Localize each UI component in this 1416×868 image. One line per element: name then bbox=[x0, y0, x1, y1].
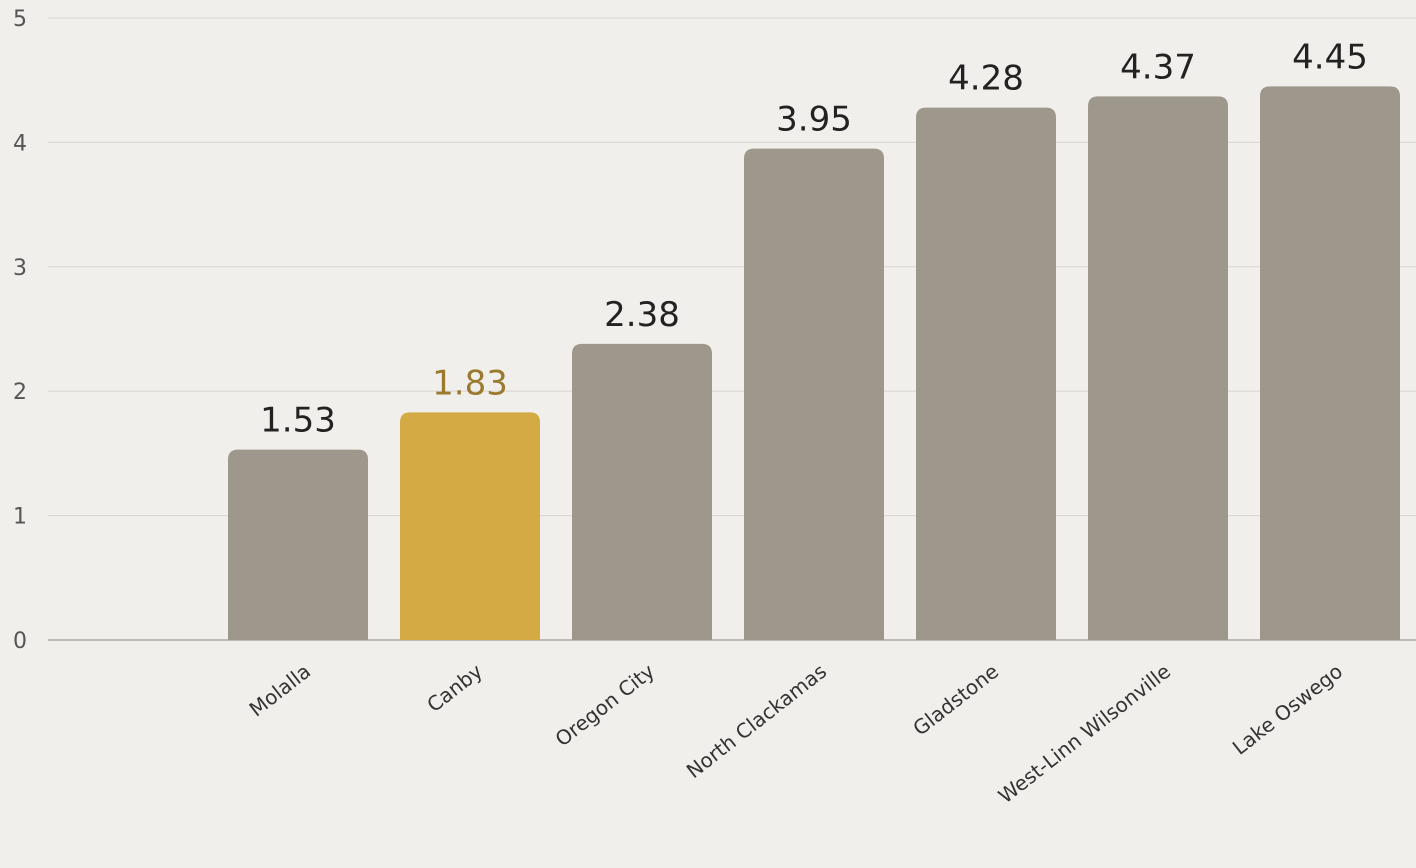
x-tick-label: West-Linn Wilsonville bbox=[994, 659, 1175, 808]
bar-north-clackamas bbox=[744, 148, 884, 640]
bar-lake-oswego bbox=[1260, 86, 1400, 641]
bar-value-label: 3.95 bbox=[776, 100, 852, 140]
y-axis-ticks: 0 1 2 3 4 5 bbox=[13, 7, 27, 654]
bar-value-label: 4.45 bbox=[1292, 37, 1368, 77]
x-tick-label: North Clackamas bbox=[682, 659, 831, 783]
x-axis-labels: Molalla Canby Oregon City North Clackamas Gl… bbox=[245, 659, 1347, 808]
bars bbox=[228, 86, 1400, 641]
value-labels: 1.53 1.83 2.38 3.95 4.28 4.37 4.45 bbox=[260, 37, 1368, 440]
y-tick-label: 4 bbox=[13, 131, 27, 156]
y-tick-label: 1 bbox=[13, 505, 27, 530]
bar-value-label: 2.38 bbox=[604, 295, 680, 335]
y-tick-label: 2 bbox=[13, 380, 27, 405]
bar-value-label: 4.37 bbox=[1120, 47, 1196, 87]
y-tick-label: 3 bbox=[13, 256, 27, 281]
bar-value-label: 4.28 bbox=[948, 59, 1024, 99]
bar-oregon-city bbox=[572, 343, 712, 640]
bar-value-label: 1.53 bbox=[260, 401, 336, 441]
x-tick-label: Oregon City bbox=[551, 659, 660, 751]
x-tick-label: Canby bbox=[422, 659, 487, 717]
x-tick-label: Gladstone bbox=[908, 659, 1003, 740]
bar-canby bbox=[400, 412, 540, 640]
bar-gladstone bbox=[916, 107, 1056, 641]
bar-molalla bbox=[228, 449, 368, 640]
y-tick-label: 0 bbox=[13, 629, 27, 654]
x-tick-label: Molalla bbox=[245, 659, 315, 721]
bar-west-linn-wilsonville bbox=[1088, 96, 1228, 640]
x-tick-label: Lake Oswego bbox=[1228, 659, 1347, 760]
y-tick-label: 5 bbox=[13, 7, 27, 32]
bar-value-label: 1.83 bbox=[432, 363, 508, 403]
